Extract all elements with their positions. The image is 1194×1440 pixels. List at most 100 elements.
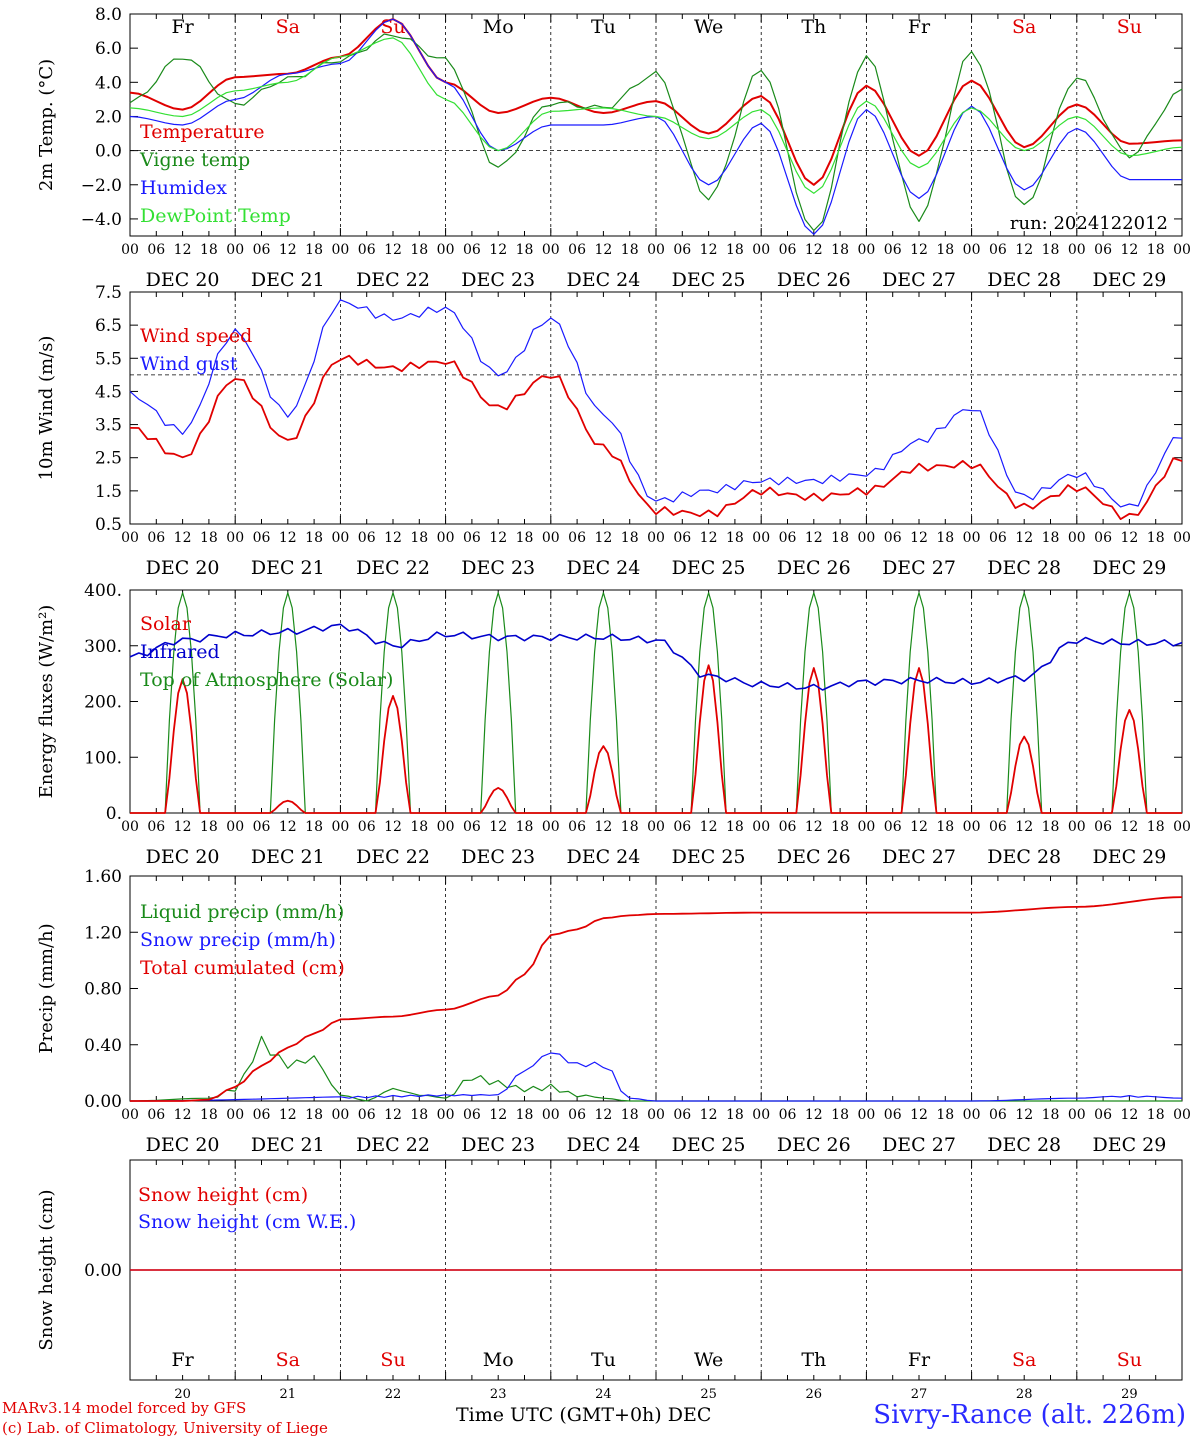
panel4-x-hour-label: 12 — [805, 1107, 823, 1123]
panel1-x-hour-label: 18 — [516, 242, 534, 258]
panel3-x-hour-label: 00 — [437, 819, 455, 835]
bottom-weekday-label: Su — [1117, 1349, 1142, 1371]
panel1-legend-temperature: Temperature — [140, 121, 264, 143]
panel1-x-hour-label: 00 — [437, 242, 455, 258]
panel1-x-hour-label: 12 — [489, 242, 507, 258]
panel2-y-tick-label: 4.5 — [95, 382, 122, 402]
bottom-weekday-label: Su — [380, 1349, 405, 1371]
panel2-x-hour-label: 00 — [857, 530, 875, 546]
panel3-x-hour-label: 06 — [253, 819, 271, 835]
panel1-x-hour-label: 06 — [463, 242, 481, 258]
weekday-label: Sa — [276, 16, 300, 38]
panel4-x-hour-label: 06 — [147, 1107, 165, 1123]
panel4-x-hour-label: 00 — [437, 1107, 455, 1123]
panel1-x-hour-label: 12 — [384, 242, 402, 258]
panel2-x-hour-label: 12 — [384, 530, 402, 546]
panel4-date-label: DEC 22 — [356, 1134, 430, 1156]
panel1-y-axis-label: 2m Temp. (°C) — [36, 59, 57, 191]
panel3-x-hour-label: 00 — [542, 819, 560, 835]
panel2-date-label: DEC 25 — [672, 557, 746, 579]
panel4-x-hour-label: 00 — [1068, 1107, 1086, 1123]
panel3-x-hour-label: 12 — [910, 819, 928, 835]
panel4-x-hour-label: 00 — [331, 1107, 349, 1123]
panel1-date-label: DEC 28 — [987, 269, 1061, 291]
panel1-x-hour-label: 06 — [568, 242, 586, 258]
panel4-x-hour-label: 00 — [542, 1107, 560, 1123]
panel1-y-tick-label: 4.0 — [95, 73, 122, 93]
panel3-x-hour-label: 06 — [147, 819, 165, 835]
panel4-x-hour-label: 18 — [621, 1107, 639, 1123]
panel4-x-hour-label: 06 — [253, 1107, 271, 1123]
panel3-x-hour-label: 12 — [279, 819, 297, 835]
panel5-y-tick-label: 0.00 — [84, 1261, 122, 1281]
panel4-x-hour-label: 06 — [779, 1107, 797, 1123]
weekday-label: Fr — [908, 16, 931, 38]
panel2-date-label: DEC 28 — [987, 557, 1061, 579]
panel4-x-hour-label: 18 — [516, 1107, 534, 1123]
weekday-label: Sa — [1012, 16, 1036, 38]
panel1-x-hour-label: 00 — [121, 242, 139, 258]
panel2-y-tick-label: 0.5 — [95, 515, 122, 535]
panel2-y-tick-label: 3.5 — [95, 416, 122, 436]
bottom-day-number: 26 — [806, 1387, 823, 1402]
temp-series-dewpoint-temp — [129, 37, 1183, 194]
bottom-weekday-label: Mo — [483, 1349, 514, 1371]
weekday-label: Su — [1117, 16, 1142, 38]
bottom-day-number: 25 — [700, 1387, 717, 1402]
panel4-legend-total-cumulated-cm-: Total cumulated (cm) — [140, 957, 345, 979]
panel3-x-hour-label: 18 — [936, 819, 954, 835]
panel2-date-label: DEC 29 — [1092, 557, 1166, 579]
wind-series-wind-gust — [129, 299, 1183, 508]
wind-series-wind-speed — [129, 354, 1183, 520]
panel4-x-hour-label: 12 — [279, 1107, 297, 1123]
panel1-x-hour-label: 00 — [963, 242, 981, 258]
panel2-x-hour-label: 18 — [305, 530, 323, 546]
panel1-x-hour-label: 12 — [594, 242, 612, 258]
panel4-legend-snow-precip-mm-h-: Snow precip (mm/h) — [140, 929, 336, 951]
panel3-x-hour-label: 00 — [647, 819, 665, 835]
panel4-date-label: DEC 21 — [251, 1134, 325, 1156]
panel1-y-tick-label: 2.0 — [95, 107, 122, 127]
bottom-weekday-label: Fr — [171, 1349, 194, 1371]
panel3-x-hour-label: 06 — [884, 819, 902, 835]
panel2-y-axis-label: 10m Wind (m/s) — [36, 336, 57, 481]
panel2-x-hour-label: 06 — [253, 530, 271, 546]
panel2-date-label: DEC 22 — [356, 557, 430, 579]
panel4-x-hour-label: 00 — [121, 1107, 139, 1123]
panel2-x-hour-label: 18 — [831, 530, 849, 546]
panel3-y-axis-label: Energy fluxes (W/m²) — [36, 605, 57, 799]
panel1-y-tick-label: −4.0 — [81, 210, 122, 230]
bottom-weekday-label: We — [694, 1349, 723, 1371]
panel3-frame — [129, 589, 1183, 814]
panel2-x-hour-label: 18 — [621, 530, 639, 546]
panel3-x-hour-label: 18 — [1147, 819, 1165, 835]
panel3-x-hour-label: 18 — [410, 819, 428, 835]
panel3-date-label: DEC 29 — [1092, 846, 1166, 868]
panel2-date-label: DEC 21 — [251, 557, 325, 579]
panel3-date-label: DEC 20 — [146, 846, 220, 868]
panel3-x-hour-label: 00 — [857, 819, 875, 835]
panel2-y-tick-label: 1.5 — [95, 482, 122, 502]
panel3-x-hour-label: 06 — [358, 819, 376, 835]
panel4-y-tick-label: 1.60 — [84, 867, 122, 887]
panel1-x-hour-label: 06 — [358, 242, 376, 258]
panel4-x-hour-label: 00 — [963, 1107, 981, 1123]
panel3-date-label: DEC 26 — [777, 846, 851, 868]
time-axis-label: Time UTC (GMT+0h) DEC — [456, 1404, 712, 1426]
panel3-x-hour-label: 00 — [1068, 819, 1086, 835]
panel2-x-hour-label: 00 — [331, 530, 349, 546]
panel3-x-hour-label: 12 — [1120, 819, 1138, 835]
bottom-weekday-label: Tu — [591, 1349, 616, 1371]
panel1-x-hour-label: 06 — [673, 242, 691, 258]
panel3-y-tick-label: 200. — [84, 693, 122, 713]
bottom-weekday-label: Th — [801, 1349, 826, 1371]
panel2-x-hour-label: 18 — [1042, 530, 1060, 546]
panel1-x-hour-label: 00 — [857, 242, 875, 258]
panel1-x-hour-label: 12 — [279, 242, 297, 258]
panel2-x-hour-label: 12 — [805, 530, 823, 546]
panel1-x-hour-label: 00 — [226, 242, 244, 258]
panel2-x-hour-label: 06 — [884, 530, 902, 546]
panel1-x-hour-label: 00 — [1068, 242, 1086, 258]
energy-series-infrared — [129, 623, 1183, 691]
panel1-date-label: DEC 21 — [251, 269, 325, 291]
